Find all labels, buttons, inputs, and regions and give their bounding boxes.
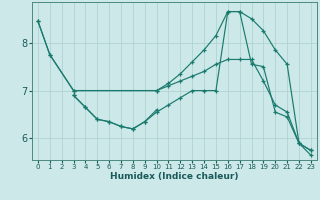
- X-axis label: Humidex (Indice chaleur): Humidex (Indice chaleur): [110, 172, 239, 181]
